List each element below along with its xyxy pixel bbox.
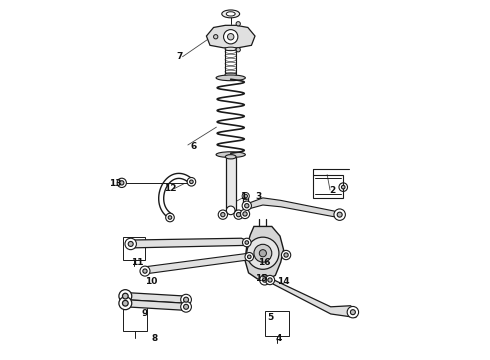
Ellipse shape [216,75,245,81]
Polygon shape [125,293,186,303]
Circle shape [236,48,241,52]
Polygon shape [248,198,336,217]
Text: 6: 6 [190,141,196,150]
Circle shape [236,22,241,26]
Circle shape [337,212,342,217]
Circle shape [268,278,272,282]
Circle shape [247,237,279,269]
Bar [313,175,343,198]
Bar [226,157,236,210]
Ellipse shape [226,12,235,16]
Bar [123,304,147,331]
Text: 10: 10 [145,277,158,286]
Circle shape [117,178,126,188]
Bar [265,311,289,337]
Circle shape [244,194,247,198]
Ellipse shape [216,152,245,157]
Ellipse shape [225,155,236,159]
Circle shape [122,300,128,306]
Polygon shape [245,226,284,280]
Circle shape [220,212,225,217]
Text: 11: 11 [131,258,144,267]
Circle shape [166,213,174,222]
Polygon shape [145,253,250,274]
Circle shape [266,275,275,285]
Text: 13: 13 [109,179,122,188]
Text: 1: 1 [240,192,246,201]
Circle shape [168,216,172,219]
Polygon shape [267,276,358,318]
Text: 9: 9 [141,310,147,319]
Circle shape [241,209,249,219]
Circle shape [339,183,347,192]
Circle shape [259,249,267,257]
Circle shape [254,244,272,262]
Circle shape [140,266,150,276]
Circle shape [128,242,133,247]
Circle shape [242,193,249,200]
Text: 8: 8 [152,334,158,343]
Circle shape [187,177,196,186]
Circle shape [122,293,128,299]
Circle shape [350,310,355,315]
Circle shape [223,30,238,44]
Circle shape [247,255,251,258]
Circle shape [245,252,253,261]
Circle shape [120,181,124,185]
Circle shape [119,290,132,302]
Polygon shape [125,300,186,310]
Ellipse shape [225,47,237,51]
Circle shape [242,201,251,210]
Circle shape [184,304,189,309]
Text: 2: 2 [329,186,336,195]
Circle shape [218,210,227,219]
Circle shape [334,209,345,220]
Circle shape [243,238,251,247]
Circle shape [119,297,132,310]
Circle shape [226,206,235,215]
Text: 4: 4 [276,334,282,343]
Text: 12: 12 [164,184,176,193]
Circle shape [245,203,249,208]
Ellipse shape [222,10,240,18]
Circle shape [284,253,288,257]
Circle shape [125,238,136,249]
Circle shape [342,185,345,189]
Polygon shape [206,25,255,48]
Text: 14: 14 [277,277,290,286]
Text: 7: 7 [177,52,183,61]
Text: 5: 5 [268,313,274,322]
Circle shape [181,301,192,312]
Text: 15: 15 [255,274,268,283]
Circle shape [181,294,192,305]
Circle shape [347,306,359,318]
Ellipse shape [225,73,237,76]
Circle shape [234,210,243,219]
Circle shape [184,297,189,302]
Circle shape [237,212,241,217]
Circle shape [243,212,247,216]
Bar [123,237,145,260]
Circle shape [245,241,248,244]
Polygon shape [132,238,247,248]
Circle shape [260,275,270,285]
Circle shape [214,35,218,39]
Text: 16: 16 [258,258,271,267]
Text: 3: 3 [255,192,262,201]
Circle shape [263,278,267,282]
Circle shape [190,180,193,184]
Circle shape [227,33,234,40]
Circle shape [281,250,291,260]
Circle shape [143,269,147,273]
